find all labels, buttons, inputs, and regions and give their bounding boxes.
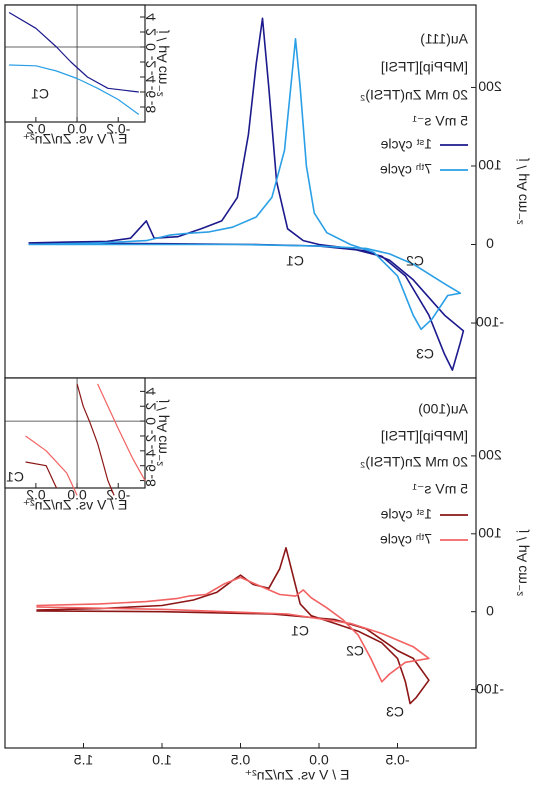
y-tick-label: 2 [143, 402, 159, 410]
peak-label: C2 [346, 643, 364, 659]
y-tick-label: 4 [143, 387, 159, 395]
cv-curve [28, 38, 462, 331]
x-tick-label: 1.5 [74, 752, 94, 768]
y-tick-label: -100 [476, 314, 504, 330]
cv-curve [9, 64, 140, 115]
x-tick-label: 0.2 [26, 487, 46, 503]
y-tick-label: 2 [143, 28, 159, 36]
peak-label: C1 [31, 86, 49, 102]
peak-label: C3 [416, 346, 434, 362]
peak-label: C1 [291, 623, 309, 639]
y-tick-label: -2 [143, 430, 159, 443]
x-tick-label: 0.0 [67, 121, 87, 137]
peak-label: C1 [6, 469, 24, 485]
y-tick-label: -100 [476, 680, 504, 696]
x-tick-label: -0.5 [385, 752, 409, 768]
x-tick-label: 0.0 [309, 752, 329, 768]
cv-curve [25, 383, 115, 496]
panel-condition: [MPPip][TFSI] [381, 428, 468, 444]
y-tick-label: -8 [143, 474, 159, 487]
y-tick-label: -2 [143, 56, 159, 69]
inset-x-label: E / V vs. Zn/Zn²⁺ [23, 131, 128, 147]
inset-x-label: E / V vs. Zn/Zn²⁺ [23, 497, 128, 513]
peak-label: C3 [386, 704, 404, 720]
x-tick-label: 0.5 [231, 752, 251, 768]
panel-title: Au(100) [418, 401, 468, 417]
x-tick-label: -0.2 [106, 121, 130, 137]
y-tick-label: 4 [143, 13, 159, 21]
y-tick-label: -6 [143, 86, 159, 99]
peak-label: C1 [286, 253, 304, 269]
cv-curve [28, 17, 465, 371]
cv-curve [36, 547, 430, 705]
x-axis-label: E / V vs. Zn/Zn²⁺ [245, 767, 350, 783]
cv-curve [8, 11, 139, 93]
legend-label: 7ᵗʰ cycle [380, 161, 432, 177]
y-tick-label: -6 [143, 459, 159, 472]
y-tick-label: 0 [143, 417, 159, 425]
y-tick-label: 0 [143, 43, 159, 51]
y-tick-label: -4 [143, 445, 159, 458]
x-tick-label: 1.0 [152, 752, 172, 768]
y-tick-label: -8 [143, 101, 159, 114]
y-tick-label: 200 [478, 78, 502, 94]
panel-condition: 5 mV s⁻¹ [412, 113, 468, 129]
panel-title: Au(111) [420, 31, 468, 47]
cv-curve [25, 383, 146, 496]
inset-frame [4, 377, 146, 489]
legend-label: 1ˢᵗ cycle [380, 136, 432, 152]
y-tick-label: -4 [143, 71, 159, 84]
y-tick-label: 100 [478, 157, 502, 173]
panel-condition: 20 mM Zn(TFSI)₂ [360, 87, 468, 103]
y-axis-label: j / μA cm⁻² [514, 157, 530, 224]
y-tick-label: 0 [486, 235, 494, 251]
legend-label: 7ᵗʰ cycle [380, 531, 432, 547]
y-tick-label: 200 [478, 447, 502, 463]
panel-condition: [MPPip][TFSI] [381, 59, 468, 75]
cv-curve [36, 576, 430, 683]
inset-y-label: j / μA cm⁻² [154, 399, 170, 466]
peak-label: C2 [406, 253, 424, 269]
inset-y-label: j / μA cm⁻² [154, 29, 170, 96]
y-tick-label: 100 [478, 524, 502, 540]
x-tick-label: 0.2 [26, 121, 46, 137]
panel-condition: 5 mV s⁻¹ [412, 481, 468, 497]
legend-label: 1ˢᵗ cycle [380, 506, 432, 522]
y-tick-label: 0 [486, 602, 494, 618]
panel-condition: 20 mM Zn(TFSI)₂ [360, 454, 468, 470]
y-axis-label: j / μA cm⁻² [514, 529, 530, 596]
